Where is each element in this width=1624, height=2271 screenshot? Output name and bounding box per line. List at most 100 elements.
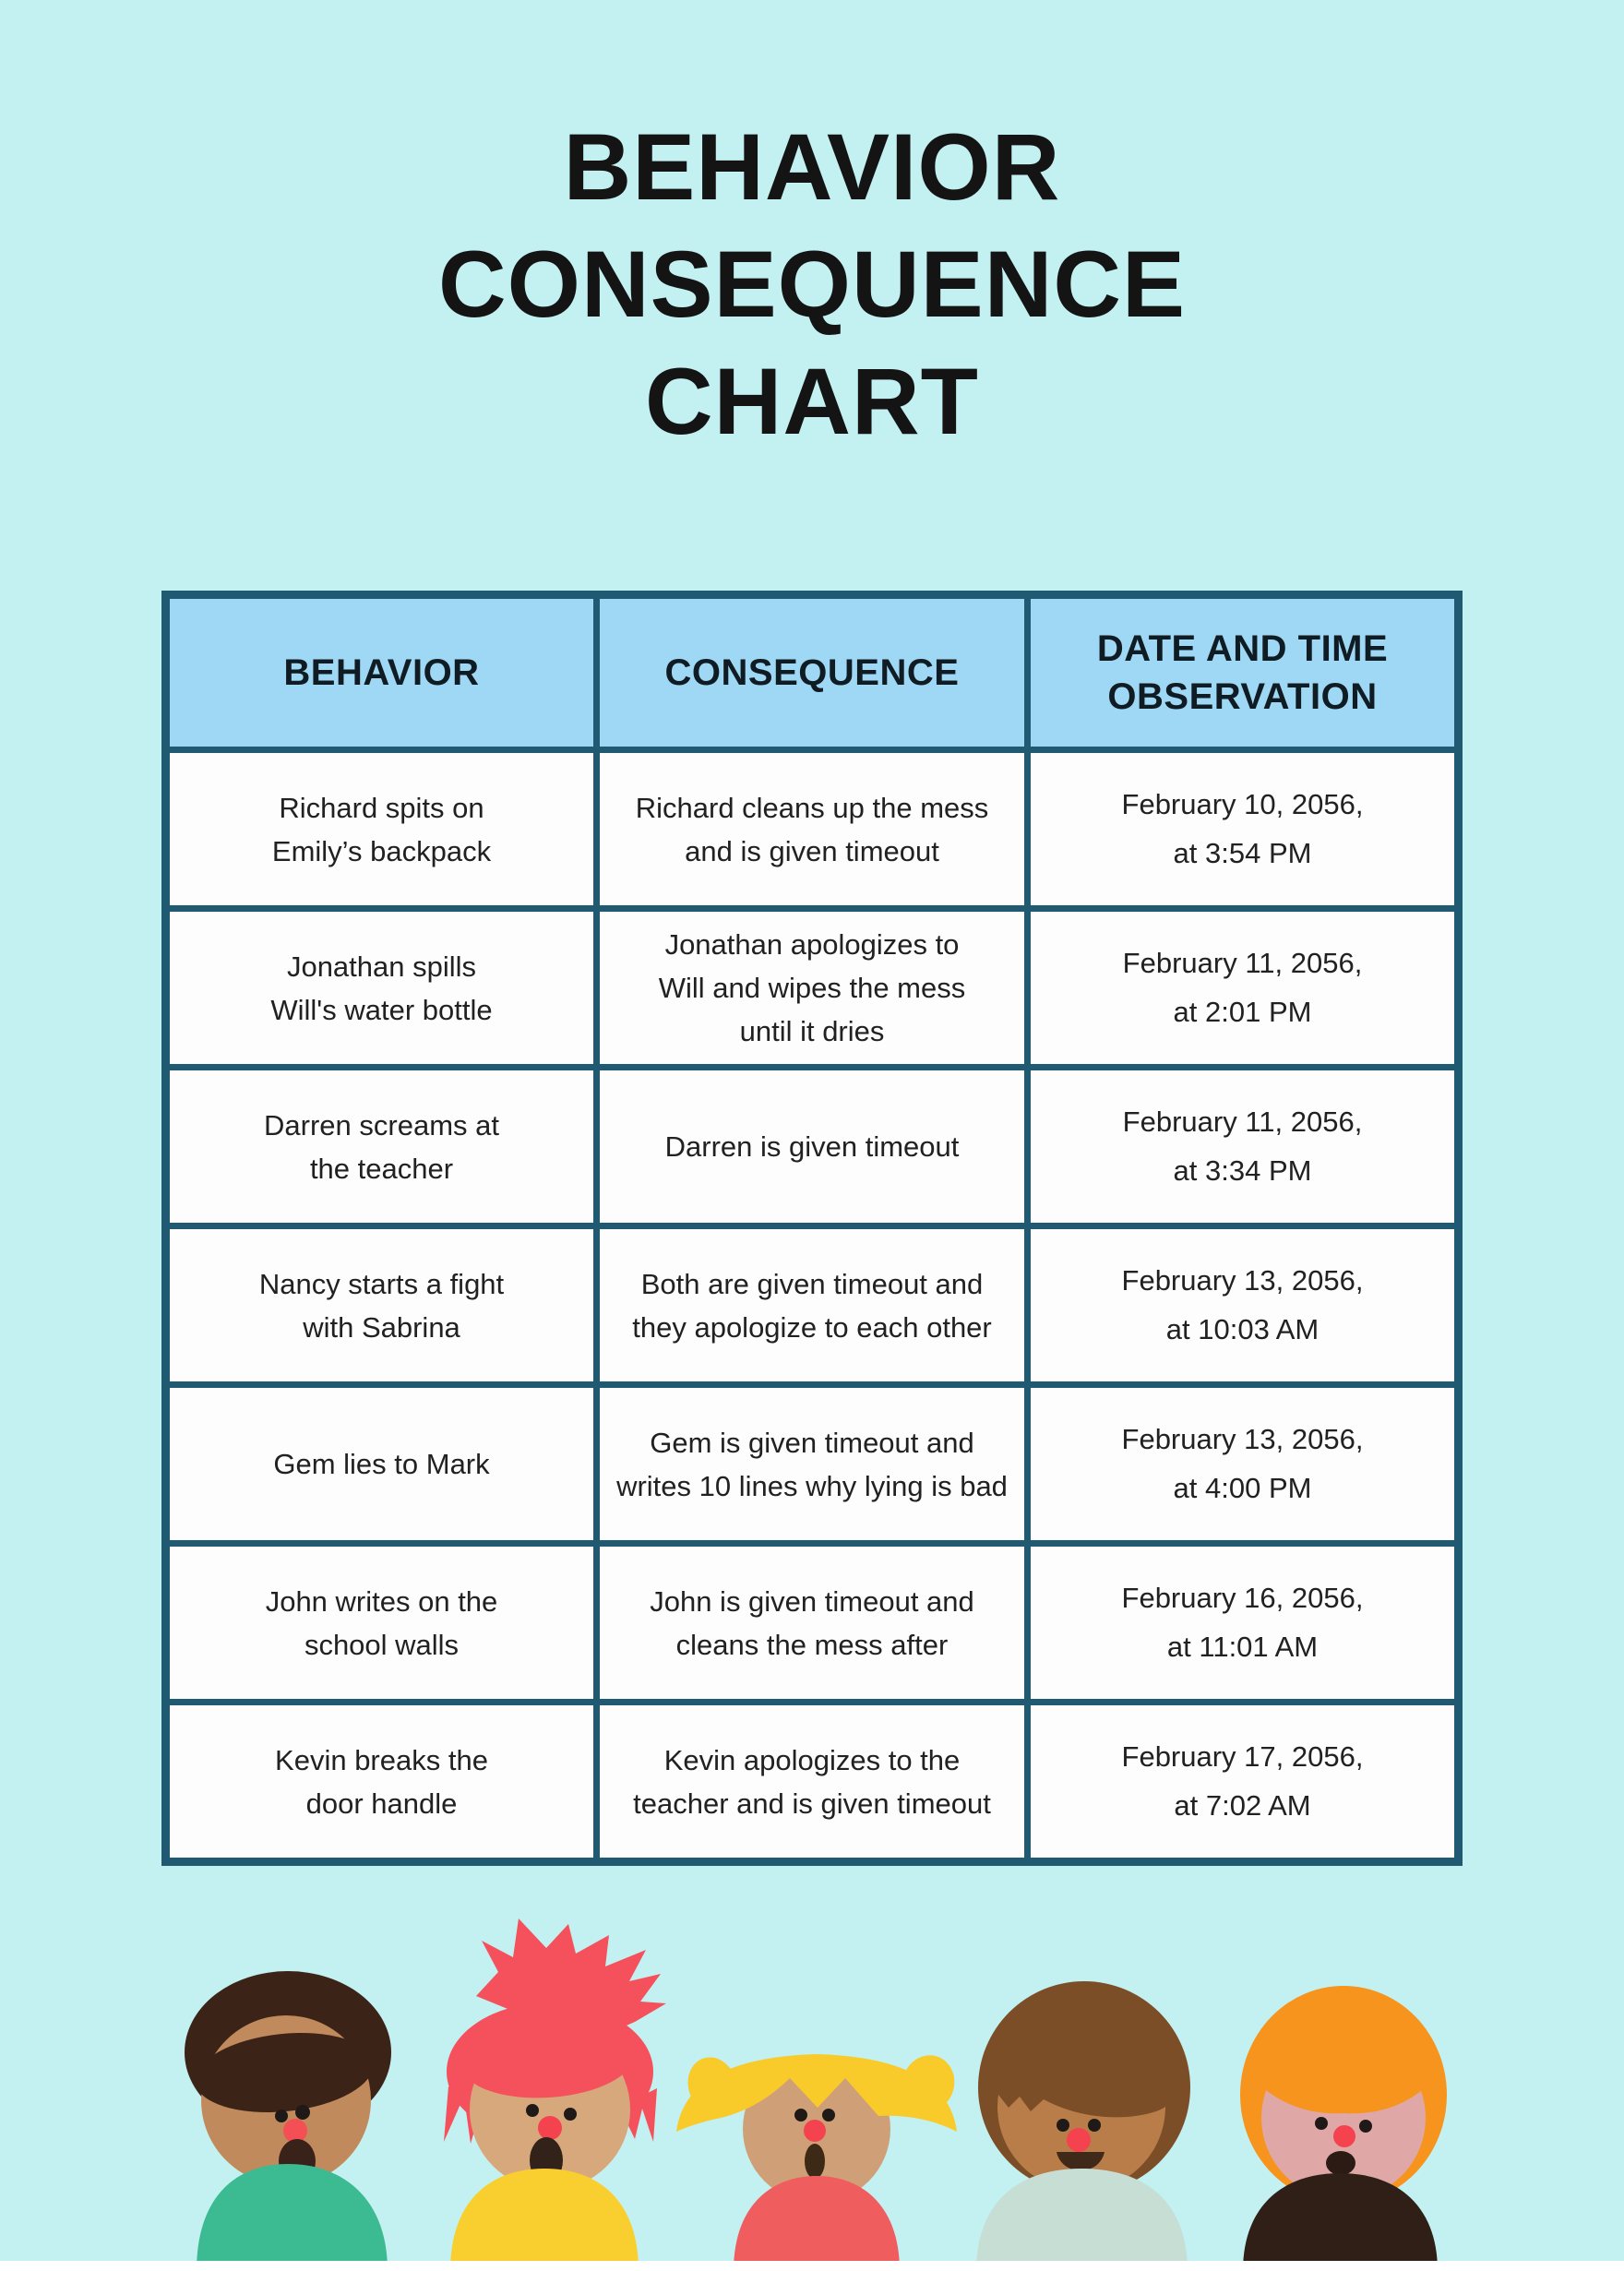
child-2-hair-strand bbox=[444, 2086, 464, 2142]
cell-text: Kevin apologizes to the bbox=[663, 1743, 961, 1776]
child-1-eye-right bbox=[295, 2105, 310, 2120]
child-2-fringe bbox=[462, 2023, 634, 2098]
child-girl-red-hair bbox=[444, 1918, 666, 2271]
child-5-shirt bbox=[1243, 2173, 1438, 2271]
child-3-eye-right bbox=[822, 2109, 835, 2122]
date-text: February 16, 2056, bbox=[1121, 1582, 1364, 1614]
table-row: John writes on the school walls John is … bbox=[162, 1540, 1462, 1705]
column-header-behavior: BEHAVIOR bbox=[162, 592, 600, 753]
date-text: February 13, 2056, bbox=[1121, 1423, 1364, 1455]
date-time-cell: February 11, 2056, at 3:34 PM bbox=[1024, 1064, 1462, 1229]
cell-text: Richard cleans up the mess bbox=[635, 791, 989, 824]
child-3-eye-left bbox=[794, 2109, 807, 2122]
time-text: at 7:02 AM bbox=[1174, 1789, 1311, 1822]
child-3-hair bbox=[676, 2054, 957, 2132]
date-time-cell: February 13, 2056, at 4:00 PM bbox=[1024, 1381, 1462, 1547]
cell-text: Jonathan spills bbox=[286, 950, 477, 983]
time-text: at 2:01 PM bbox=[1173, 996, 1312, 1028]
time-text: at 3:54 PM bbox=[1173, 837, 1312, 869]
cell-text: and is given timeout bbox=[685, 834, 939, 867]
cell-text: with Sabrina bbox=[303, 1310, 460, 1344]
child-4-fringe bbox=[998, 2002, 1165, 2118]
behavior-cell: Jonathan spills Will's water bottle bbox=[162, 905, 600, 1070]
child-3-shirt bbox=[734, 2176, 900, 2271]
date-text: February 13, 2056, bbox=[1121, 1264, 1364, 1297]
cell-text: Gem is given timeout and bbox=[650, 1426, 974, 1459]
cell-text: until it dries bbox=[739, 1015, 885, 1047]
child-3-nose bbox=[804, 2120, 826, 2142]
date-text: February 11, 2056, bbox=[1122, 947, 1363, 979]
table-header-row: BEHAVIOR CONSEQUENCE DATE AND TIME OBSER… bbox=[162, 592, 1462, 753]
page-title: BEHAVIOR CONSEQUENCE CHART bbox=[0, 109, 1624, 460]
child-4-shirt bbox=[976, 2169, 1188, 2271]
cell-text: Gem lies to Mark bbox=[273, 1448, 490, 1480]
table-row: Gem lies to Mark Gem is given timeout an… bbox=[162, 1381, 1462, 1547]
child-2-hair-strand bbox=[639, 2088, 657, 2142]
child-girl-orange-hair bbox=[1240, 1986, 1447, 2271]
child-4-eye-left bbox=[1057, 2119, 1069, 2132]
cell-text: John writes on the bbox=[265, 1584, 498, 1618]
child-3-mouth bbox=[805, 2144, 825, 2179]
behavior-cell: Darren screams at the teacher bbox=[162, 1064, 600, 1229]
cell-text: teacher and is given timeout bbox=[633, 1787, 991, 1820]
table-row: Darren screams at the teacher Darren is … bbox=[162, 1064, 1462, 1229]
table-row: Nancy starts a fight with Sabrina Both a… bbox=[162, 1223, 1462, 1388]
cell-text: Kevin breaks the bbox=[275, 1743, 488, 1776]
bottom-white-bar bbox=[0, 2261, 1624, 2271]
time-text: at 4:00 PM bbox=[1173, 1472, 1312, 1504]
behavior-cell: Kevin breaks the door handle bbox=[162, 1699, 600, 1865]
child-5-nose bbox=[1333, 2125, 1355, 2147]
behavior-consequence-table: BEHAVIOR CONSEQUENCE DATE AND TIME OBSER… bbox=[161, 591, 1463, 1866]
cell-text: Both are given timeout and bbox=[640, 1267, 984, 1300]
date-time-cell: February 13, 2056, at 10:03 AM bbox=[1024, 1223, 1462, 1388]
date-text: February 10, 2056, bbox=[1121, 788, 1364, 820]
cell-text: John is given timeout and bbox=[650, 1584, 974, 1618]
child-1-fringe bbox=[195, 2033, 374, 2112]
child-girl-blonde-pigtails bbox=[676, 2054, 957, 2271]
date-time-cell: February 16, 2056, at 11:01 AM bbox=[1024, 1540, 1462, 1705]
date-time-cell: February 10, 2056, at 3:54 PM bbox=[1024, 747, 1462, 912]
child-1-eye-left bbox=[275, 2110, 288, 2122]
consequence-cell: Kevin apologizes to the teacher and is g… bbox=[593, 1699, 1031, 1865]
table-row: Jonathan spills Will's water bottle Jona… bbox=[162, 905, 1462, 1070]
child-5-fringe bbox=[1262, 1993, 1426, 2114]
cell-text: Richard spits on bbox=[279, 791, 484, 824]
consequence-cell: Richard cleans up the mess and is given … bbox=[593, 747, 1031, 912]
behavior-cell: John writes on the school walls bbox=[162, 1540, 600, 1705]
child-2-nose bbox=[538, 2116, 562, 2140]
cell-text: school walls bbox=[304, 1628, 460, 1661]
child-2-eye-left bbox=[526, 2104, 539, 2117]
cell-text: Emily’s backpack bbox=[271, 834, 492, 867]
child-1-nose bbox=[283, 2119, 307, 2143]
time-text: at 11:01 AM bbox=[1166, 1631, 1319, 1663]
page-title-line-1: BEHAVIOR bbox=[563, 114, 1061, 220]
child-boy-dark-hair bbox=[185, 1971, 391, 2271]
date-time-cell: February 17, 2056, at 7:02 AM bbox=[1024, 1699, 1462, 1865]
cell-text: Darren is given timeout bbox=[664, 1130, 960, 1163]
child-5-mouth bbox=[1326, 2151, 1355, 2175]
cell-text: Darren screams at bbox=[264, 1108, 499, 1141]
behavior-cell: Gem lies to Mark bbox=[162, 1381, 600, 1547]
date-text: February 11, 2056, bbox=[1122, 1106, 1363, 1138]
column-header-consequence: CONSEQUENCE bbox=[593, 592, 1031, 753]
consequence-cell: John is given timeout and cleans the mes… bbox=[593, 1540, 1031, 1705]
cell-text: Will's water bottle bbox=[270, 993, 493, 1026]
table-row: Richard spits on Emily’s backpack Richar… bbox=[162, 747, 1462, 912]
table-row: Kevin breaks the door handle Kevin apolo… bbox=[162, 1699, 1462, 1865]
child-1-shirt bbox=[197, 2164, 388, 2271]
consequence-cell: Darren is given timeout bbox=[593, 1064, 1031, 1229]
child-4-nose bbox=[1067, 2128, 1091, 2152]
consequence-cell: Gem is given timeout and writes 10 lines… bbox=[593, 1381, 1031, 1547]
cell-text: they apologize to each other bbox=[632, 1310, 992, 1344]
child-5-eye-right bbox=[1359, 2120, 1372, 2133]
cell-text: Nancy starts a fight bbox=[258, 1267, 505, 1300]
cell-text: Will and wipes the mess bbox=[658, 972, 966, 1004]
consequence-cell: Jonathan apologizes to Will and wipes th… bbox=[593, 905, 1031, 1070]
child-4-mouth-smile bbox=[1057, 2152, 1105, 2171]
time-text: at 10:03 AM bbox=[1165, 1313, 1320, 1345]
page-title-line-3: CHART bbox=[645, 349, 979, 454]
behavior-cell: Richard spits on Emily’s backpack bbox=[162, 747, 600, 912]
child-boy-brown-hair bbox=[976, 1981, 1190, 2271]
child-2-eye-right bbox=[564, 2108, 577, 2121]
